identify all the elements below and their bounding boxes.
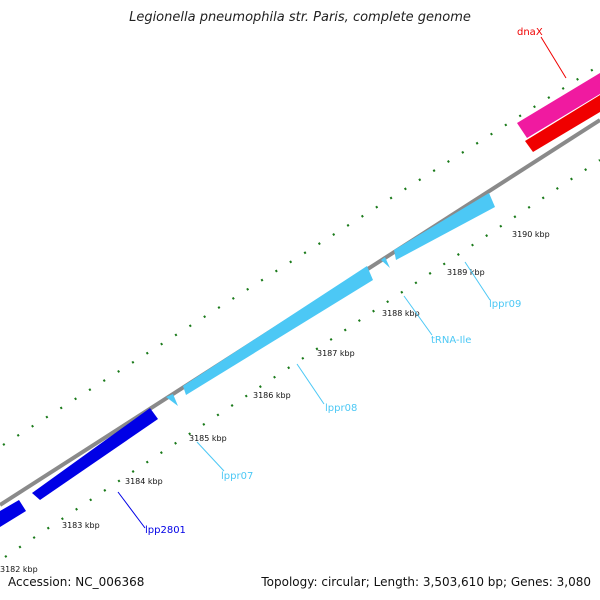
- lppr07-leader: [196, 441, 225, 472]
- dnax-gene-arrow: [525, 95, 600, 152]
- gene-label-dnax: dnaX: [517, 27, 543, 38]
- gene-label-lppr08: lppr08: [325, 403, 357, 414]
- tick-label-3186: 3186 kbp: [253, 391, 291, 400]
- tick-labels: 3182 kbp 3183 kbp 3184 kbp 3185 kbp 3186…: [0, 230, 550, 574]
- trna-ile-gene-arrow: [381, 257, 390, 268]
- tick-label-3190: 3190 kbp: [512, 230, 550, 239]
- gene-label-lpp2801: lpp2801: [145, 525, 186, 536]
- genome-stats-text: Topology: circular; Length: 3,503,610 bp…: [261, 575, 591, 589]
- trna-ile-leader: [403, 295, 433, 336]
- map-title: Legionella pneumophila str. Paris, compl…: [129, 10, 471, 25]
- gene-label-lppr07: lppr07: [221, 471, 253, 482]
- tick-label-3188: 3188 kbp: [382, 309, 420, 318]
- lppr08-gene-arrow: [183, 266, 373, 395]
- gene-label-trna-ile: tRNA-Ile: [431, 335, 471, 346]
- lppr08-leader: [296, 363, 325, 405]
- lpp2801-gene-arrow: [32, 408, 158, 500]
- lpp2801-leader: [117, 491, 146, 529]
- tick-label-3185: 3185 kbp: [189, 434, 227, 443]
- inner-tick-ring: [4, 159, 600, 558]
- dnax-leader: [540, 36, 567, 79]
- blue-gene-arrow-left: [0, 500, 26, 527]
- tick-label-3183: 3183 kbp: [62, 521, 100, 530]
- accession-text: Accession: NC_006368: [8, 575, 145, 589]
- lppr07-gene-arrow: [166, 394, 178, 406]
- magenta-gene-arrow: [517, 73, 600, 138]
- tick-label-3184: 3184 kbp: [125, 477, 163, 486]
- tick-label-3189: 3189 kbp: [447, 268, 485, 277]
- lppr09-leader: [464, 261, 491, 301]
- lppr09-gene-arrow: [394, 193, 495, 260]
- outer-tick-ring: [2, 64, 600, 446]
- tick-label-3187: 3187 kbp: [317, 349, 355, 358]
- gene-label-lppr09: lppr09: [489, 299, 521, 310]
- tick-label-3182: 3182 kbp: [0, 565, 38, 574]
